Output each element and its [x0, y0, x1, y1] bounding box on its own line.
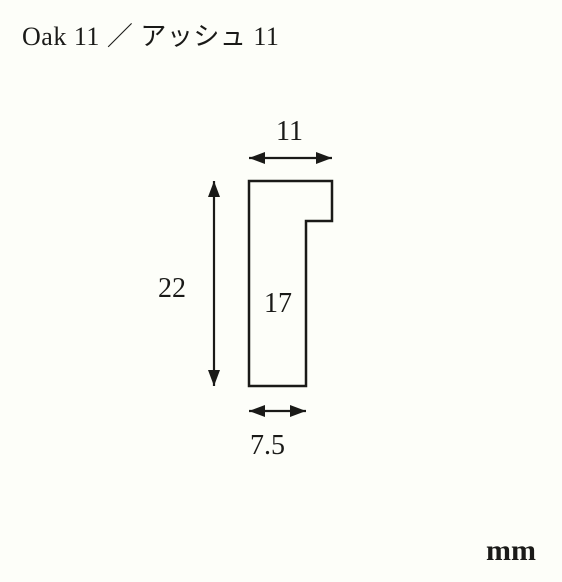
dim-label-top-width: 11: [276, 118, 303, 146]
unit-label: mm: [486, 534, 536, 568]
dim-label-bottom-width: 7.5: [250, 432, 285, 460]
dim-label-inner-depth: 17: [264, 290, 292, 318]
dimension-lines: [208, 152, 332, 417]
profile-outline: [249, 181, 332, 386]
dim-label-left-height: 22: [158, 275, 186, 303]
